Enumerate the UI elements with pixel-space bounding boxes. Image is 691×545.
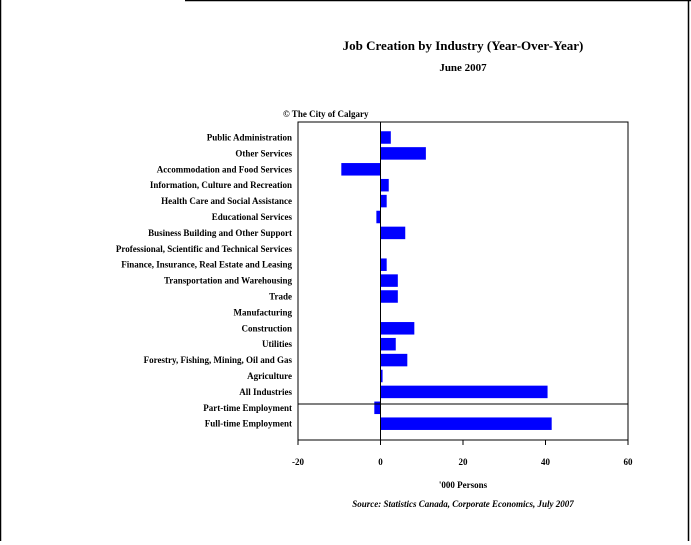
category-label-7: Professional, Scientific and Technical S… [116,244,293,254]
x-tick-label-2: 20 [459,457,469,467]
category-label-5: Educational Services [212,212,293,222]
category-label-0: Public Administration [207,133,292,143]
bar-0 [380,131,391,144]
category-label-13: Utilities [262,339,292,349]
bar-15 [380,369,383,383]
x-tick-label-0: -20 [292,457,304,467]
bar-1 [380,147,426,160]
category-label-8: Finance, Insurance, Real Estate and Leas… [121,260,292,270]
category-label-11: Manufacturing [234,307,293,317]
x-axis-label: '000 Persons [439,480,488,490]
category-label-16: All Industries [239,387,292,397]
chart-title: Job Creation by Industry (Year-Over-Year… [343,38,584,53]
chart-subtitle: June 2007 [439,62,487,74]
bar-17 [374,401,381,415]
bar-9 [380,274,398,287]
category-label-10: Trade [269,292,292,302]
bar-5 [376,210,381,224]
bar-8 [380,258,387,271]
category-label-6: Business Building and Other Support [148,228,292,238]
category-label-4: Health Care and Social Assistance [161,196,292,206]
bar-16 [380,385,548,399]
bar-10 [380,290,398,303]
category-label-15: Agriculture [247,371,292,381]
bar-4 [380,194,387,208]
bar-6 [380,226,406,240]
category-label-18: Full-time Employment [205,419,292,429]
category-label-14: Forestry, Fishing, Mining, Oil and Gas [144,355,293,365]
copyright-text: © The City of Calgary [283,109,369,119]
bar-12 [380,322,415,335]
bar-14 [380,353,408,367]
tick-group: -20 0 20 40 60 [292,440,633,467]
category-label-2: Accommodation and Food Services [157,164,293,174]
category-label-9: Transportation and Warehousing [164,276,293,286]
bar-group [341,131,552,430]
category-label-1: Other Services [235,148,292,158]
x-tick-label-1: 0 [378,457,383,467]
category-label-group: Public Administration Other Services Accom… [116,133,293,429]
bar-13 [380,337,396,351]
category-label-3: Information, Culture and Recreation [150,180,292,190]
plot-area [297,121,629,441]
bar-3 [380,178,389,192]
bar-18 [380,417,552,430]
category-label-17: Part-time Employment [203,403,292,413]
source-note: Source: Statistics Canada, Corporate Eco… [352,499,574,509]
bar-2 [341,163,381,176]
x-tick-label-3: 40 [541,457,551,467]
x-tick-label-4: 60 [624,457,634,467]
category-label-12: Construction [241,323,292,333]
